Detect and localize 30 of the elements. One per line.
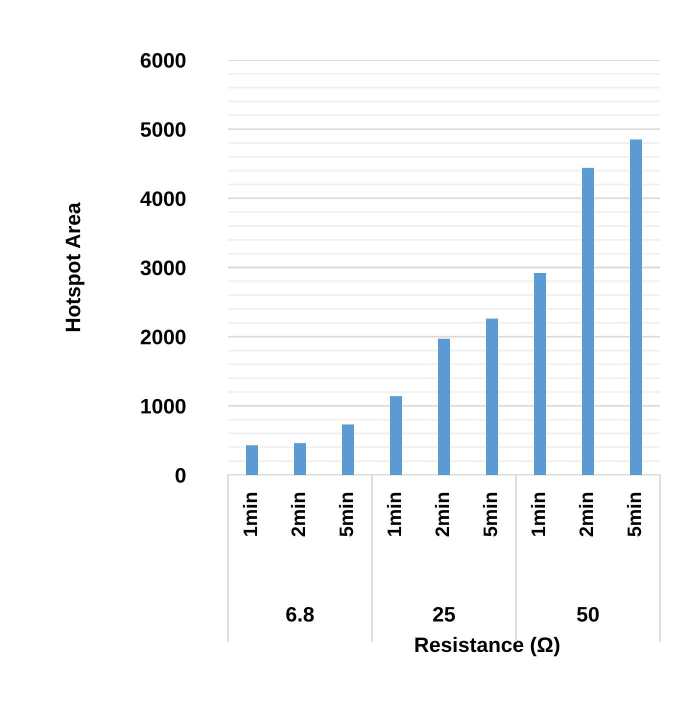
x-tick-label: 1min <box>530 492 546 536</box>
y-tick-label: 5000 <box>140 122 186 137</box>
bar <box>342 424 354 475</box>
x-tick-label: 2min <box>434 492 450 536</box>
x-tick-label: 2min <box>290 492 306 536</box>
bar <box>630 140 642 475</box>
text: 6.8 <box>286 606 314 622</box>
bar <box>486 318 498 475</box>
x-tick-label: 5min <box>338 492 354 536</box>
y-tick-label: 2000 <box>140 330 186 344</box>
y-tick-label: 3000 <box>140 260 186 276</box>
text: 25 <box>433 606 456 622</box>
x-tick-label: 2min <box>578 492 594 536</box>
bar <box>534 273 546 475</box>
y-axis-title: Hotspot Area <box>66 202 84 332</box>
bar <box>246 445 258 475</box>
bar <box>582 168 594 475</box>
x-tick-label: 5min <box>626 492 642 536</box>
y-tick-label: 0 <box>176 468 186 483</box>
y-tick-label: 4000 <box>140 191 186 206</box>
x-tick-label: 1min <box>242 492 258 536</box>
y-tick-label: 6000 <box>140 53 186 68</box>
bar <box>390 396 402 475</box>
x-axis-title: Resistance (Ω) <box>415 636 560 656</box>
bar <box>294 443 306 475</box>
bar <box>438 338 450 475</box>
y-tick-label: 1000 <box>141 398 186 414</box>
x-tick-label: 5min <box>482 492 498 536</box>
x-tick-label: 1min <box>386 492 402 536</box>
text: 50 <box>577 606 599 622</box>
